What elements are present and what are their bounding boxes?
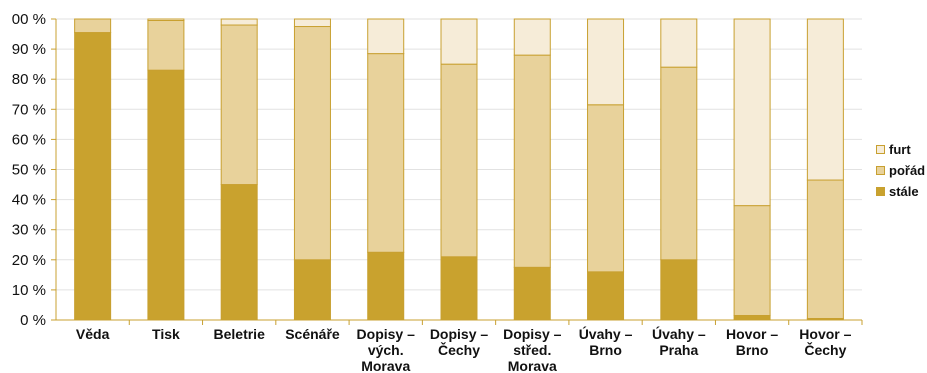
bar-segment-pořád [147, 20, 185, 71]
bar-segment-stále [220, 184, 258, 321]
bar-group [733, 18, 771, 321]
bar-group [147, 18, 185, 321]
x-tick-label: Věda [76, 326, 110, 342]
bar-segment-stále [440, 256, 478, 321]
bar-segment-pořád [440, 63, 478, 258]
y-tick-label: 40 % [12, 192, 46, 209]
y-tick-label: 30 % [12, 222, 46, 239]
bar-segment-furt [660, 18, 698, 68]
legend-item: furt [876, 139, 925, 160]
y-tick-labels: 0 % 10 % 20 % 30 % 40 % 50 % 60 % 70 % 80 % 90 % 0… [12, 11, 46, 329]
bar-group [367, 18, 405, 321]
bar-segment-furt [147, 18, 185, 22]
legend: furt pořád stále [876, 139, 925, 202]
bar-segment-pořád [806, 179, 844, 319]
bar-segment-furt [733, 18, 771, 207]
axes [55, 19, 862, 321]
bar-segment-pořád [733, 205, 771, 316]
x-tick-labels: Věda Tisk Beletrie Scénáře Dopisy – vých. Mora… [76, 320, 863, 373]
x-tick-label: Úvahy – Praha [652, 325, 706, 358]
bar-segment-stále [293, 259, 331, 321]
bar-segment-pořád [513, 54, 551, 268]
bar-group [587, 18, 625, 321]
bar-segment-stále [74, 32, 112, 321]
bar-segment-pořád [587, 104, 625, 273]
bar-segment-stále [147, 69, 185, 321]
legend-swatch [876, 166, 885, 175]
y-tick-label: 10 % [12, 282, 46, 299]
y-tick-label: 70 % [12, 101, 46, 118]
x-tick-label: Hovor – Čechy [799, 326, 851, 358]
bar-segment-stále [513, 266, 551, 321]
bar-segment-furt [220, 18, 258, 26]
y-tick-label: 0 % [20, 312, 46, 329]
y-tick-label: 80 % [12, 71, 46, 88]
x-tick-label: Dopisy – vých. Morava [357, 326, 416, 373]
y-tick-label: 20 % [12, 252, 46, 269]
bar-group [440, 18, 478, 321]
x-tick-label: Dopisy – Čechy [430, 326, 489, 358]
bar-segment-pořád [367, 53, 405, 253]
bar-segment-furt [513, 18, 551, 56]
bar-segment-furt [440, 18, 478, 65]
bar-segment-stále [660, 259, 698, 321]
bar-segment-pořád [293, 26, 331, 261]
legend-label: furt [889, 142, 911, 157]
x-tick-label: Scénáře [285, 326, 340, 342]
legend-label: stále [889, 184, 919, 199]
x-tick-label: Beletrie [214, 326, 266, 342]
legend-item: pořád [876, 160, 925, 181]
bar-segment-pořád [660, 66, 698, 261]
legend-item: stále [876, 181, 925, 202]
bar-segment-pořád [220, 24, 258, 186]
bar-group [660, 18, 698, 321]
bar-segment-furt [587, 18, 625, 106]
bar-group [806, 18, 844, 321]
x-tick-label: Úvahy – Brno [579, 325, 633, 358]
x-tick-label: Tisk [152, 326, 180, 342]
x-tick-label: Dopisy – střed. Morava [503, 326, 562, 373]
bar-segment-furt [293, 18, 331, 28]
bars [74, 18, 844, 321]
bar-segment-stále [367, 251, 405, 321]
bar-segment-furt [367, 18, 405, 55]
bar-segment-stále [733, 314, 771, 321]
legend-swatch [876, 187, 885, 196]
bar-group [513, 18, 551, 321]
y-tick-label: 60 % [12, 131, 46, 148]
legend-label: pořád [889, 163, 926, 178]
bar-group [220, 18, 258, 321]
legend-swatch [876, 145, 885, 154]
y-tick-label: 90 % [12, 41, 46, 58]
y-tick-label: 50 % [12, 162, 46, 179]
bar-segment-furt [806, 18, 844, 181]
bar-segment-pořád [74, 18, 112, 34]
bar-segment-stále [587, 271, 625, 321]
x-tick-label: Hovor – Brno [726, 326, 778, 358]
bar-group [293, 18, 331, 321]
bar-group [74, 18, 112, 321]
y-tick-label: 00 % [12, 11, 46, 28]
